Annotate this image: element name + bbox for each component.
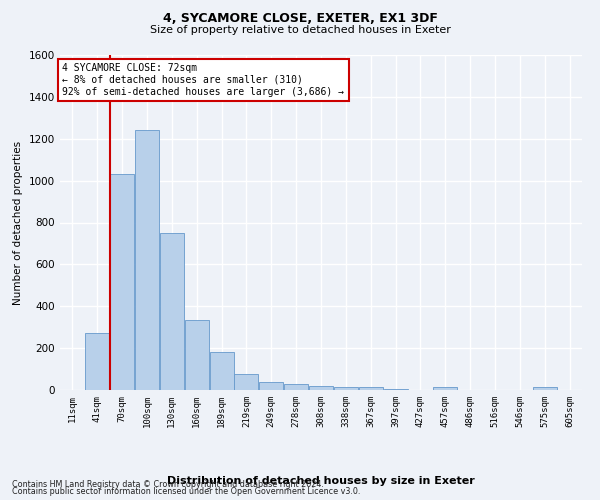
Text: Contains HM Land Registry data © Crown copyright and database right 2024.: Contains HM Land Registry data © Crown c… [12, 480, 324, 489]
Bar [383, 389, 407, 390]
Bar [235, 374, 259, 390]
Text: 4, SYCAMORE CLOSE, EXETER, EX1 3DF: 4, SYCAMORE CLOSE, EXETER, EX1 3DF [163, 12, 437, 26]
Bar [309, 386, 333, 390]
Text: 4 SYCAMORE CLOSE: 72sqm
← 8% of detached houses are smaller (310)
92% of semi-de: 4 SYCAMORE CLOSE: 72sqm ← 8% of detached… [62, 64, 344, 96]
Bar [284, 384, 308, 390]
Bar [209, 352, 233, 390]
Bar [433, 387, 457, 390]
Bar [110, 174, 134, 390]
Bar [85, 334, 109, 390]
Bar [135, 130, 159, 390]
Bar [359, 387, 383, 390]
Bar [334, 387, 358, 390]
Bar [160, 233, 184, 390]
Y-axis label: Number of detached properties: Number of detached properties [13, 140, 23, 304]
Bar [533, 387, 557, 390]
Bar [259, 382, 283, 390]
Text: Contains public sector information licensed under the Open Government Licence v3: Contains public sector information licen… [12, 487, 361, 496]
X-axis label: Distribution of detached houses by size in Exeter: Distribution of detached houses by size … [167, 476, 475, 486]
Bar [185, 320, 209, 390]
Text: Size of property relative to detached houses in Exeter: Size of property relative to detached ho… [149, 25, 451, 35]
